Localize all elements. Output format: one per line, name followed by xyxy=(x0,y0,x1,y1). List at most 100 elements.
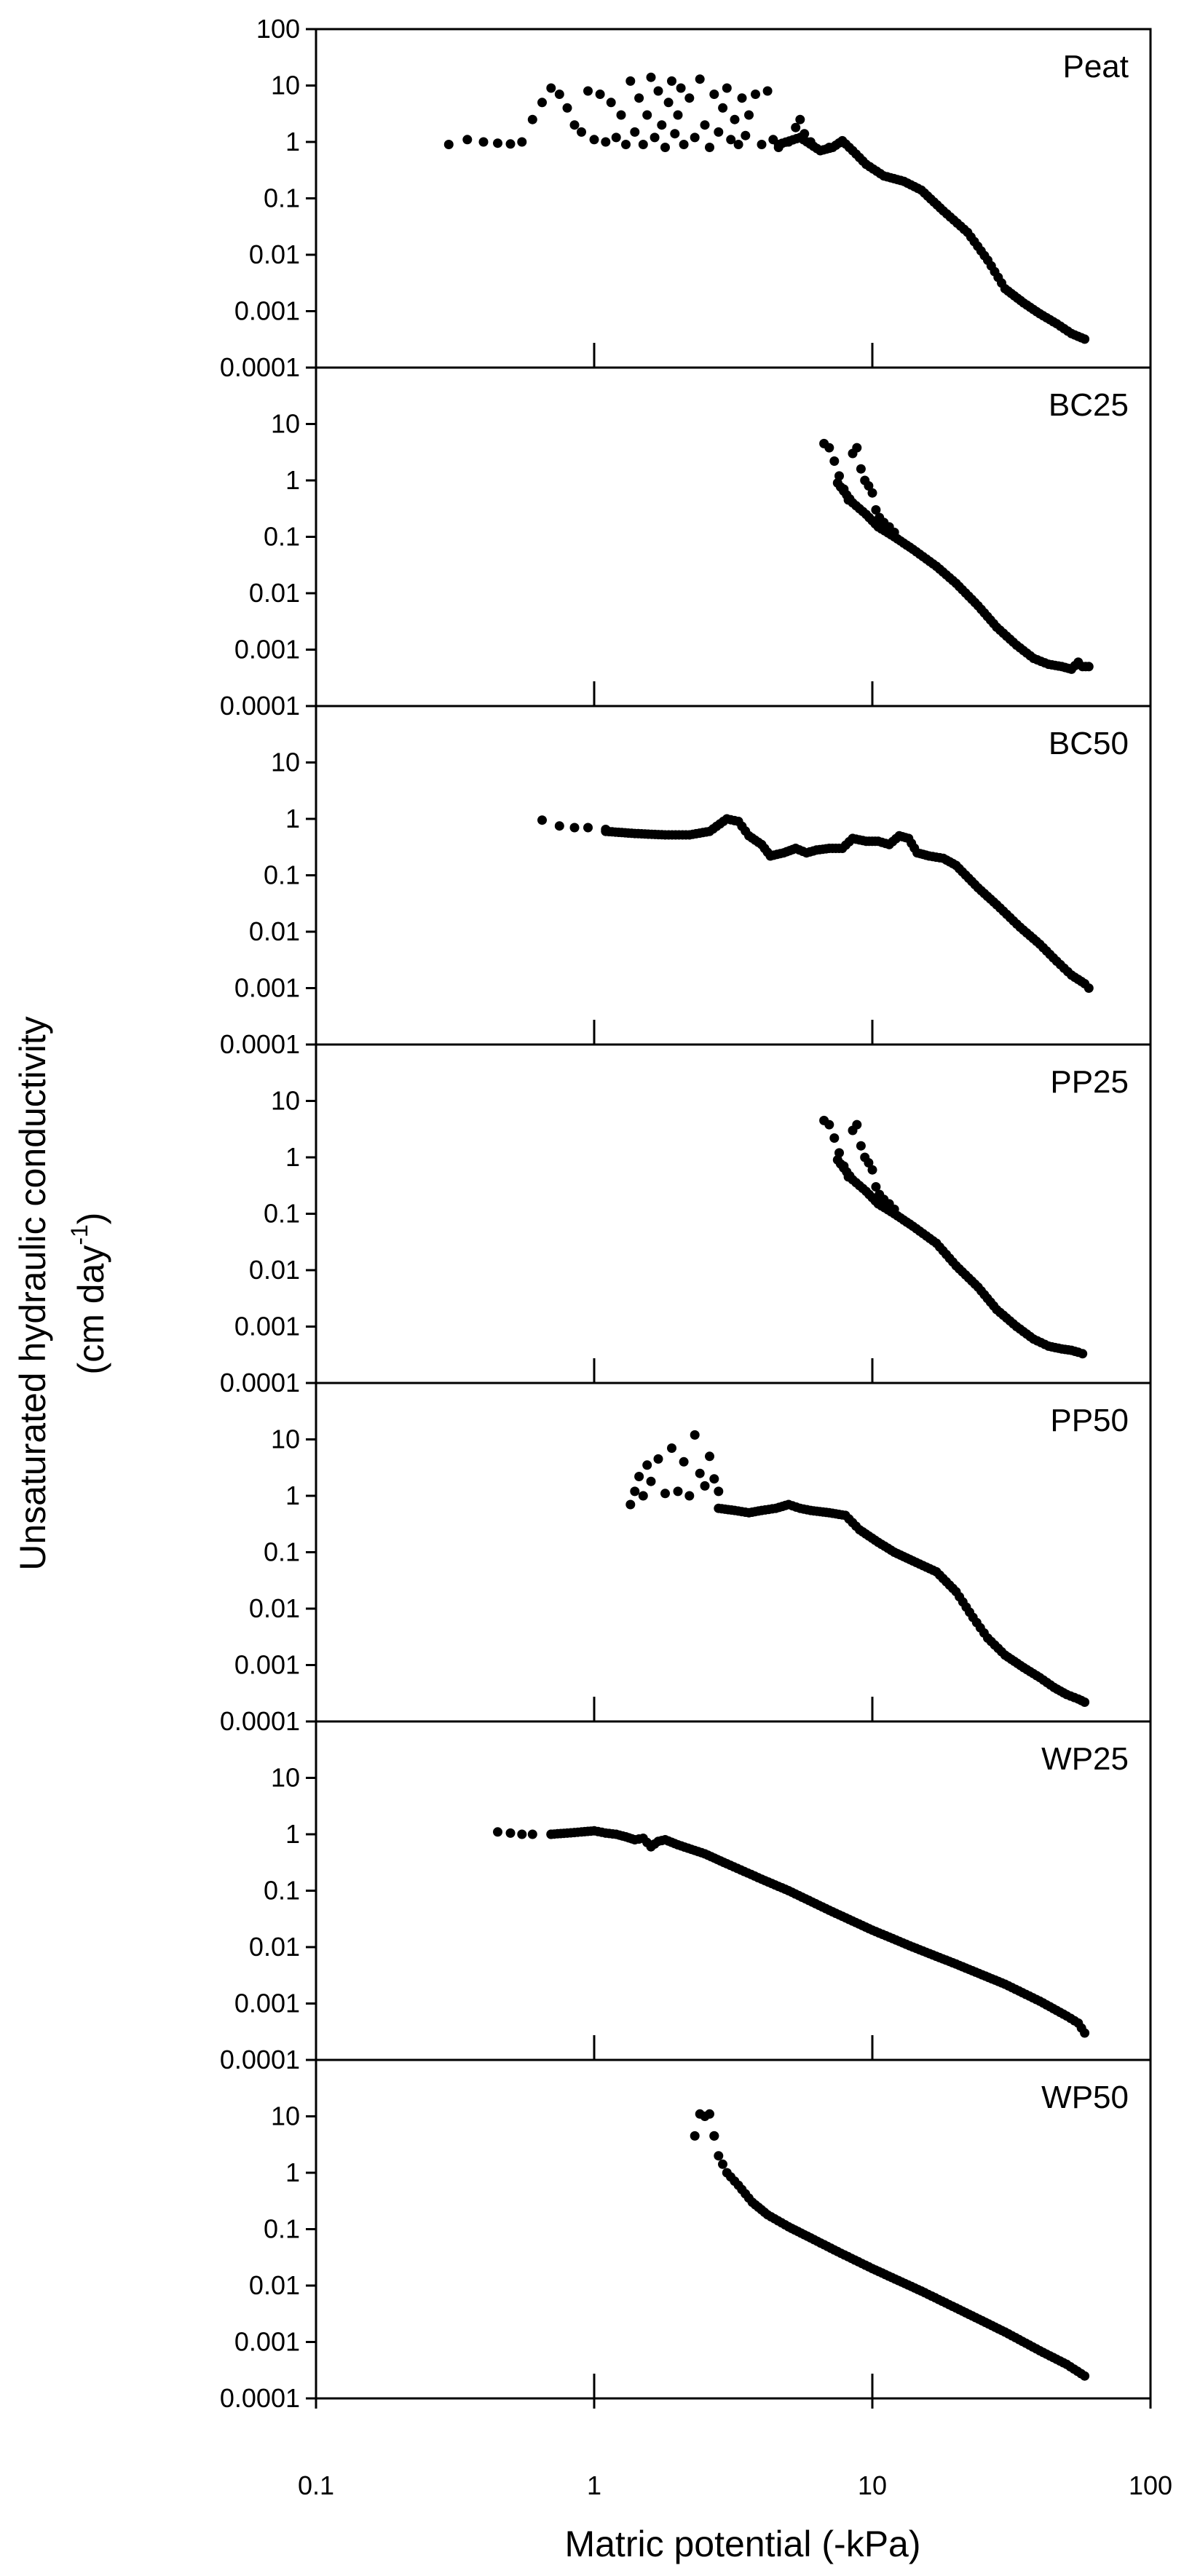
data-point xyxy=(757,140,767,149)
panel-pp50: 0.0001 0.001 0.01 0.1 1 10 PP50 xyxy=(220,1382,1152,1736)
data-point xyxy=(569,120,580,130)
data-point xyxy=(663,98,674,108)
data-point xyxy=(714,2151,724,2161)
y-tick-label: 1 xyxy=(285,1819,300,1849)
data-point xyxy=(751,90,760,99)
data-point xyxy=(638,140,648,149)
y-tick-label: 0.01 xyxy=(249,1593,300,1623)
y-axis-title: Unsaturated hydraulic conductivity (cm d… xyxy=(12,1016,111,1571)
data-point xyxy=(709,90,719,99)
data-point xyxy=(722,83,732,93)
data-point xyxy=(679,140,689,149)
y-axis-title-line2: (cm day-1) xyxy=(66,1213,111,1375)
data-point xyxy=(1080,2028,1090,2038)
x-tick-label-1: 1 xyxy=(587,2470,601,2500)
y-tick-label: 0.1 xyxy=(264,1199,300,1229)
y-tick-label: 0.1 xyxy=(264,183,300,213)
data-points-peat xyxy=(443,72,1090,344)
y-axis-title-line1: Unsaturated hydraulic conductivity xyxy=(12,1016,53,1571)
data-point xyxy=(684,93,695,103)
data-point xyxy=(856,464,866,474)
data-point xyxy=(517,1829,527,1839)
y-tick-label: 0.001 xyxy=(234,973,300,1003)
x-tick-label-0: 0.1 xyxy=(298,2470,334,2500)
y-tick-label: 10 xyxy=(271,748,300,777)
data-point xyxy=(493,138,502,148)
panel-wp50: 0.0001 0.001 0.01 0.1 1 10 WP50 xyxy=(220,2058,1152,2413)
data-point xyxy=(606,98,616,108)
data-point xyxy=(824,1119,834,1130)
panel-label-bc25: BC25 xyxy=(1049,387,1129,423)
panel-frame xyxy=(315,705,1152,1046)
x-tick-label-3: 100 xyxy=(1129,2470,1172,2500)
data-point xyxy=(705,1451,714,1462)
data-point xyxy=(676,83,686,93)
data-point xyxy=(638,1491,648,1501)
data-point xyxy=(864,481,874,491)
y-tick-label: 1 xyxy=(285,2157,300,2187)
y-tick-label: 0.001 xyxy=(234,1312,300,1341)
data-point xyxy=(714,1486,724,1497)
panel-label-pp25: PP25 xyxy=(1050,1064,1129,1100)
y-tick-label: 0.01 xyxy=(249,1932,300,1962)
panel-frame xyxy=(315,1720,1152,2061)
data-point xyxy=(634,1472,644,1481)
y-tick-label: 0.1 xyxy=(264,2214,300,2244)
y-tick-label: 0.0001 xyxy=(220,1706,300,1736)
y-tick-label: 1 xyxy=(285,1142,300,1172)
y-tick-label: 0.001 xyxy=(234,635,300,665)
data-point xyxy=(1080,334,1090,344)
data-point xyxy=(630,1486,640,1497)
data-point xyxy=(871,505,881,515)
data-point xyxy=(867,488,877,498)
data-point xyxy=(871,1182,881,1192)
y-tick-label: 0.01 xyxy=(249,2270,300,2300)
data-point xyxy=(630,127,640,137)
panel-label-peat: Peat xyxy=(1062,49,1129,84)
y-tick-label: 0.0001 xyxy=(220,2383,300,2413)
data-point xyxy=(718,103,728,113)
data-point xyxy=(726,135,736,145)
data-point xyxy=(1080,1697,1090,1707)
data-point xyxy=(718,2159,727,2169)
data-point xyxy=(577,127,586,137)
data-point xyxy=(867,1165,877,1175)
data-point xyxy=(673,1486,683,1497)
y-tick-label: 0.0001 xyxy=(220,691,300,721)
panels-layer: 0.00010.0010.010.1110100Peat0.00010.0010… xyxy=(220,14,1152,2413)
data-point xyxy=(684,1491,695,1501)
panel-peat: 0.0001 0.001 0.01 0.1 1 10 100 Peat xyxy=(220,14,1152,382)
data-point xyxy=(443,140,454,149)
data-point xyxy=(714,127,724,137)
data-point xyxy=(642,110,652,120)
data-points-pp50 xyxy=(625,1430,1090,1707)
panel-label-wp25: WP25 xyxy=(1041,1741,1129,1777)
y-tick-label: 0.1 xyxy=(264,522,300,552)
data-point xyxy=(852,443,862,453)
y-axis-units-exp: -1 xyxy=(66,1224,92,1245)
data-point xyxy=(660,143,670,152)
data-point xyxy=(650,132,660,143)
data-points-wp50 xyxy=(690,2109,1090,2381)
data-point xyxy=(537,98,547,108)
data-points-bc25 xyxy=(819,438,1094,674)
data-point xyxy=(493,1827,502,1837)
y-tick-label: 0.01 xyxy=(249,239,300,269)
data-point xyxy=(791,122,801,132)
data-point xyxy=(856,1141,866,1151)
y-tick-label: 0.1 xyxy=(264,1876,300,1906)
data-point xyxy=(554,821,564,831)
data-points-pp25 xyxy=(819,1115,1088,1359)
data-point xyxy=(583,823,593,833)
panel-frame xyxy=(315,28,1152,369)
data-point xyxy=(653,1454,663,1464)
data-point xyxy=(505,1828,516,1838)
data-points-wp25 xyxy=(493,1826,1090,2038)
data-point xyxy=(741,130,751,140)
x-tick-label-2: 10 xyxy=(858,2470,887,2500)
y-axis-units-close: ) xyxy=(71,1213,111,1225)
data-point xyxy=(554,90,564,99)
data-point xyxy=(625,1499,636,1510)
x-axis-title: Matric potential (-kPa) xyxy=(564,2524,920,2564)
